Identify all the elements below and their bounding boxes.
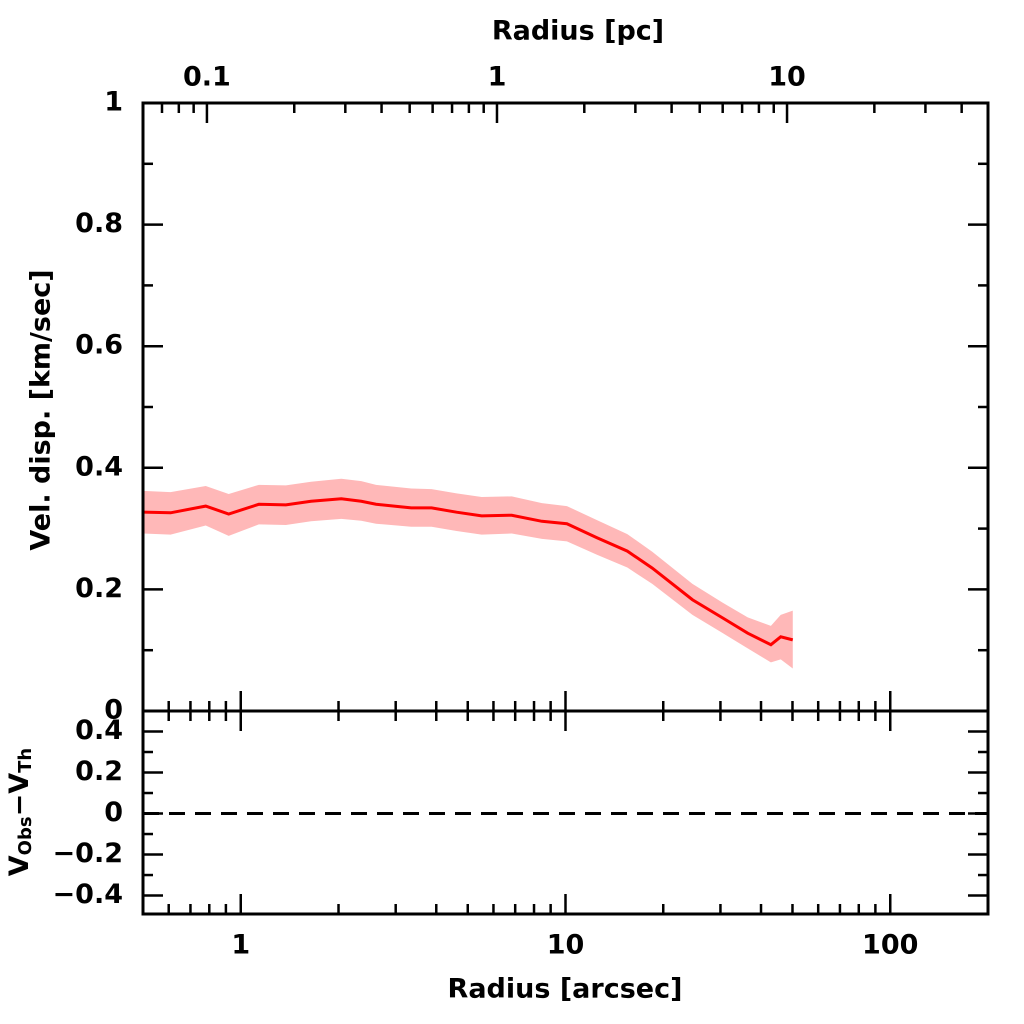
y-label-part: V — [4, 855, 35, 876]
y-label-part: −V — [4, 773, 35, 817]
y-label-sub: Obs — [15, 816, 36, 855]
y-label-sub: Th — [15, 748, 36, 773]
y-tick-label: 0 — [104, 797, 123, 828]
x2-tick-label: 0.1 — [183, 62, 231, 93]
y-tick-label: 0.2 — [75, 573, 123, 604]
y-tick-label: 0.4 — [75, 451, 123, 482]
error-band — [143, 478, 793, 669]
plot-frame — [141, 101, 990, 713]
y-tick-label: 1 — [104, 87, 123, 118]
line — [142, 497, 794, 647]
x-tick-label: 100 — [862, 930, 918, 961]
x2-tick-label: 10 — [768, 62, 806, 93]
y-tick-label: 0.8 — [75, 208, 123, 239]
y-tick-label: 0.2 — [75, 756, 123, 787]
x2-axis-label: Radius [pc] — [492, 16, 664, 47]
y-axis-label: Vel. disp. [km/sec] — [26, 269, 57, 550]
x-tick-label: 10 — [547, 930, 585, 961]
x-axis-label: Radius [arcsec] — [448, 974, 683, 1005]
x2-tick-label: 1 — [488, 62, 507, 93]
plot-frame — [141, 709, 990, 916]
x-tick-label: 1 — [231, 930, 250, 961]
y-tick-label: 0 — [104, 695, 123, 726]
y-axis-label: VObs−VTh — [4, 748, 37, 876]
y-tick-label: 0.6 — [75, 330, 123, 361]
y-tick-label: −0.2 — [53, 838, 123, 869]
y-tick-label: −0.4 — [53, 879, 123, 910]
y-tick-label: 0.4 — [75, 715, 123, 746]
